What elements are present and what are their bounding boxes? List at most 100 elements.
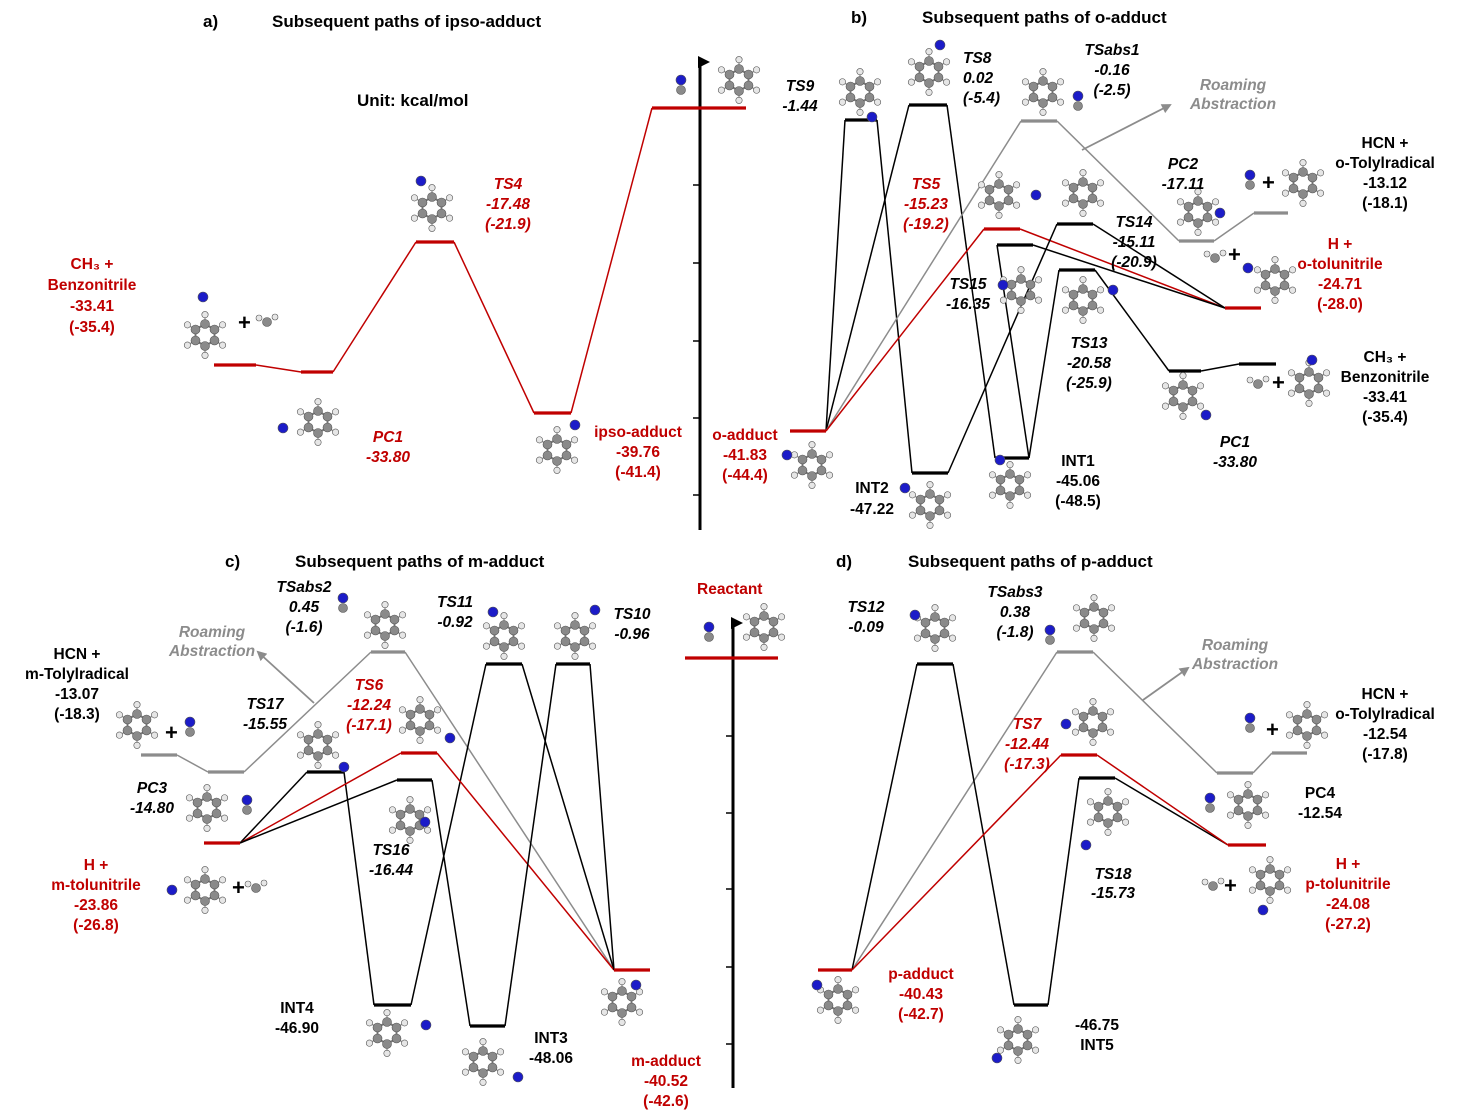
pc3-molecule (185, 784, 229, 832)
path-connector (851, 651, 1058, 971)
path-connector (1252, 752, 1273, 774)
b-ts13-label-line-1: -20.58 (1067, 355, 1111, 372)
b-ts14-label-line-0: TS14 (1115, 214, 1152, 231)
o-tolylradical-d (1285, 701, 1329, 749)
panel-b-letter: b) (851, 8, 867, 27)
d-h-label-line-2: -24.08 (1326, 896, 1370, 913)
d-tsabs3-label-line-2: (-1.8) (996, 624, 1033, 641)
c-hcn-label-line-3: (-18.3) (54, 706, 100, 723)
b-int1-label-line-2: (-48.5) (1055, 493, 1101, 510)
int4-molecule (365, 1009, 432, 1057)
a-ch3-label-line-1: Benzonitrile (48, 277, 137, 294)
path-connector (343, 771, 375, 1006)
benzonitrile-molecule-b (1287, 354, 1331, 407)
d-ts18-label-line-1: -15.73 (1091, 885, 1135, 902)
b-hcn-label-line-2: -13.12 (1363, 175, 1407, 192)
b-h-label-line-0: H + (1328, 236, 1353, 253)
path-connector (589, 663, 615, 971)
a-ch3-label-line-2: -33.41 (70, 298, 114, 315)
b-ch3-label-line-1: Benzonitrile (1341, 369, 1430, 386)
ts15-molecule (997, 266, 1043, 314)
b-int1-label-line-0: INT1 (1061, 453, 1095, 470)
path-connector (1114, 777, 1229, 846)
panel-c-title: Subsequent paths of m-adduct (295, 552, 545, 571)
roaming-label-b-1: Abstraction (1189, 96, 1276, 113)
pc4-molecule (1226, 781, 1270, 829)
path-connector (825, 120, 1022, 432)
hcn-fragment-d (1244, 712, 1256, 733)
plus-sign: + (1224, 873, 1237, 898)
c-int3-label-line-1: -48.06 (529, 1050, 573, 1067)
path-connector (332, 241, 417, 373)
h-atom-b (1203, 249, 1227, 263)
plus-sign: + (1228, 242, 1241, 267)
b-ts14-label-line-2: (-20.9) (1111, 254, 1157, 271)
path-connector (1047, 777, 1080, 1006)
d-tsabs3-label-line-0: TSabs3 (987, 584, 1043, 601)
methyl-fragment-a (255, 313, 279, 327)
b-oadduct-label-line-0: o-adduct (712, 427, 777, 444)
path-connector (825, 104, 910, 432)
roaming-arrow-d (1142, 666, 1190, 701)
o-tolunitrile-b (1242, 256, 1297, 304)
path-connector (947, 223, 1058, 474)
roaming-label-d-1: Abstraction (1191, 656, 1278, 673)
d-ts7-label-line-0: TS7 (1013, 716, 1043, 733)
d-ts12-label-line-1: -0.09 (848, 619, 884, 636)
d-ts12-label-line-0: TS12 (847, 599, 884, 616)
b-ts5-label-line-2: (-19.2) (903, 216, 949, 233)
ts4-molecule (410, 175, 454, 232)
tolyl-radical-b (1281, 159, 1325, 207)
d-hcn-label-line-0: HCN + (1362, 686, 1409, 703)
b-hcn-label-line-3: (-18.1) (1362, 195, 1408, 212)
c-ts6-label-line-0: TS6 (355, 677, 384, 694)
path-connector (404, 651, 615, 971)
c-hcn-label-line-1: m-Tolylradical (25, 666, 129, 683)
b-ch3-label-line-0: CH₃ + (1364, 349, 1407, 366)
d-h-label-line-3: (-27.2) (1325, 916, 1371, 933)
b-h-label-line-2: -24.71 (1318, 276, 1362, 293)
c-h-label-line-3: (-26.8) (73, 917, 119, 934)
plus-sign: + (238, 310, 251, 335)
c-h-label-line-1: m-tolunitrile (51, 877, 141, 894)
pc2-molecule (1176, 188, 1226, 236)
path-connector (521, 663, 615, 971)
benzene-reactant-a (717, 56, 761, 104)
c-ts10-label-line-1: -0.96 (614, 626, 650, 643)
p-adduct-molecule (811, 976, 860, 1024)
cn-fragment-tsabs1 (1072, 90, 1084, 111)
ts18-molecule (1080, 788, 1130, 851)
path-connector (436, 752, 615, 971)
b-ts13-label-line-0: TS13 (1070, 335, 1107, 352)
path-connector (1028, 269, 1060, 459)
roaming-arrow-b (1081, 104, 1172, 151)
b-ch3-label-line-2: -33.41 (1363, 389, 1407, 406)
path-connector (1092, 223, 1226, 309)
reactant-label: Reactant (697, 581, 762, 598)
b-ch3-label-line-3: (-35.4) (1362, 409, 1408, 426)
b-ts8-label-line-0: TS8 (963, 50, 992, 67)
b-oadduct-label-line-2: (-44.4) (722, 467, 768, 484)
path-connector (876, 119, 913, 474)
path-connector (825, 119, 846, 432)
plus-sign: + (1266, 717, 1279, 742)
hcn-fragment-b (1244, 169, 1256, 190)
b-int2-label-line-1: -47.22 (850, 501, 894, 518)
a-pc1-label-line-1: -33.80 (366, 449, 410, 466)
d-h-label-line-0: H + (1336, 856, 1361, 873)
d-ts7-label-line-1: -12.44 (1005, 736, 1049, 753)
c-int3-label-line-0: INT3 (534, 1030, 568, 1047)
b-ts13-label-line-2: (-25.9) (1066, 375, 1112, 392)
path-connector (239, 779, 398, 844)
c-ts17-label-line-1: -15.55 (243, 716, 287, 733)
tsabs2-molecule (363, 601, 407, 649)
roaming-label-d-0: Roaming (1202, 637, 1269, 654)
d-pc4-label-line-1: -12.54 (1298, 805, 1342, 822)
d-padduct-label-line-0: p-adduct (888, 966, 953, 983)
text-labels: a) Subsequent paths of ipso-adduct b) Subse… (25, 8, 1435, 1110)
c-ts10-label-line-0: TS10 (613, 606, 650, 623)
b-h-label-line-3: (-28.0) (1317, 296, 1363, 313)
b-hcn-label-line-1: o-Tolylradical (1335, 155, 1435, 172)
roaming-label-c-0: Roaming (179, 624, 246, 641)
